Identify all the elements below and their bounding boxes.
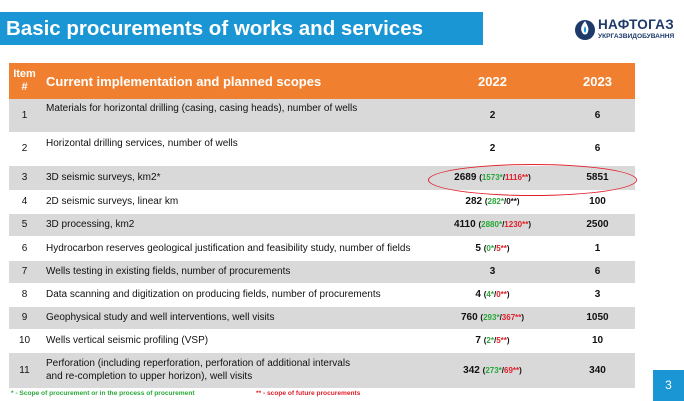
- value-2022: 5: [475, 242, 481, 254]
- value-2023: 1050: [560, 306, 635, 330]
- value-2022: 4: [475, 289, 481, 300]
- scope-cell: 3D seismic surveys, km2*: [40, 165, 425, 191]
- value-current: 282*: [487, 197, 504, 206]
- item-number: 2: [9, 132, 40, 166]
- value-future: 0**: [496, 290, 507, 299]
- scope-cell: 2D seismic surveys, linear km: [40, 190, 425, 214]
- value-future: 367**: [501, 313, 522, 322]
- value-2023: 3: [560, 283, 635, 307]
- header-scope: Current implementation and planned scope…: [40, 63, 425, 99]
- table-row: 8 Data scanning and digitization on prod…: [9, 283, 635, 307]
- logo-name: НАФТОГАЗ: [598, 17, 674, 32]
- value-2023: 340: [560, 352, 635, 389]
- scope-line: and re-completion to upper horizon), wel…: [46, 371, 253, 382]
- table-row: 10 Wells vertical seismic profiling (VSP…: [9, 329, 635, 353]
- value-2023: 2500: [560, 213, 635, 237]
- page-title: Basic procurements of works and services: [0, 12, 483, 45]
- value-current: 293*: [483, 313, 500, 322]
- value-future: 69**: [504, 365, 520, 375]
- header-item: Item #: [9, 63, 40, 99]
- value-2023: 6: [560, 132, 635, 166]
- header-2022: 2022: [425, 63, 560, 99]
- value-2022-cell: 7 (2*/5**): [425, 329, 560, 353]
- value-2023: 10: [560, 329, 635, 353]
- value-2023: 6: [560, 260, 635, 284]
- logo: НАФТОГАЗ УКРГАЗВИДОБУВАННЯ: [574, 16, 680, 46]
- flame-logo-icon: [575, 20, 595, 40]
- value-2022: 2: [425, 132, 560, 166]
- table-row: 2 Horizontal drilling services, number o…: [9, 132, 635, 166]
- item-number: 7: [9, 260, 40, 284]
- value-future: 5**: [496, 336, 507, 345]
- item-number: 8: [9, 283, 40, 307]
- scope-line: Perforation (including reperforation, pe…: [46, 358, 351, 369]
- table-row: 9 Geophysical study and well interventio…: [9, 306, 635, 330]
- value-current: 0*: [486, 243, 494, 253]
- value-future: 5**: [496, 243, 507, 253]
- value-current: 4*: [486, 290, 494, 299]
- scope-cell: Data scanning and digitization on produc…: [40, 283, 425, 307]
- footnote-future: ** - scope of future procurements: [256, 390, 361, 397]
- scope-cell: Wells vertical seismic profiling (VSP): [40, 329, 425, 353]
- value-2022: 2: [425, 99, 560, 133]
- scope-cell: Wells testing in existing fields, number…: [40, 260, 425, 284]
- table-row: 7 Wells testing in existing fields, numb…: [9, 260, 635, 284]
- table-header-row: Item # Current implementation and planne…: [9, 63, 635, 99]
- value-2022-cell: 342 (273*/69**): [425, 352, 560, 389]
- value-future: 1230**: [504, 220, 529, 229]
- footnote-current: * - Scope of procurement or in the proce…: [11, 390, 195, 397]
- value-2022: 342: [463, 364, 480, 376]
- table-row: 1 Materials for horizontal drilling (cas…: [9, 99, 635, 133]
- scope-cell: Horizontal drilling services, number of …: [40, 132, 425, 166]
- value-current: 2880*: [481, 220, 503, 229]
- scope-cell: Perforation (including reperforation, pe…: [40, 352, 425, 389]
- value-2022-cell: 4 (4*/0**): [425, 283, 560, 307]
- item-number: 1: [9, 99, 40, 133]
- value-2022: 282: [465, 196, 483, 207]
- header-2023: 2023: [560, 63, 635, 99]
- item-number: 10: [9, 329, 40, 353]
- logo-subtitle: УКРГАЗВИДОБУВАННЯ: [598, 33, 675, 40]
- scope-cell: Materials for horizontal drilling (casin…: [40, 99, 425, 133]
- value-2023: 6: [560, 99, 635, 133]
- item-number: 4: [9, 190, 40, 214]
- page-number: 3: [653, 370, 684, 401]
- value-current: 2*: [486, 336, 494, 345]
- value-2023: 1: [560, 236, 635, 261]
- value-2022-cell: 4110 (2880*/1230**): [425, 213, 560, 237]
- item-number: 6: [9, 236, 40, 261]
- item-number: 9: [9, 306, 40, 330]
- value-future: 0**: [506, 197, 517, 206]
- value-2023: 100: [560, 190, 635, 214]
- value-2022-cell: 760 (293*/367**): [425, 306, 560, 330]
- value-current: 273*: [485, 365, 502, 375]
- value-2022: 7: [475, 335, 481, 346]
- item-number: 5: [9, 213, 40, 237]
- scope-cell: Hydrocarbon reserves geological justific…: [40, 236, 425, 261]
- procurements-table: Item # Current implementation and planne…: [9, 63, 635, 389]
- table-row: 5 3D processing, km2 4110 (2880*/1230**)…: [9, 213, 635, 237]
- item-number: 3: [9, 165, 40, 191]
- item-number: 11: [9, 352, 40, 389]
- scope-cell: Geophysical study and well interventions…: [40, 306, 425, 330]
- value-2022: 760: [460, 312, 478, 323]
- scope-cell: 3D processing, km2: [40, 213, 425, 237]
- value-2022-cell: 5 (0*/5**): [425, 236, 560, 261]
- table-row: 11 Perforation (including reperforation,…: [9, 352, 635, 389]
- highlight-oval: [428, 164, 637, 196]
- value-2022: 3: [425, 260, 560, 284]
- value-2022: 4110: [453, 219, 476, 230]
- table-row: 6 Hydrocarbon reserves geological justif…: [9, 236, 635, 261]
